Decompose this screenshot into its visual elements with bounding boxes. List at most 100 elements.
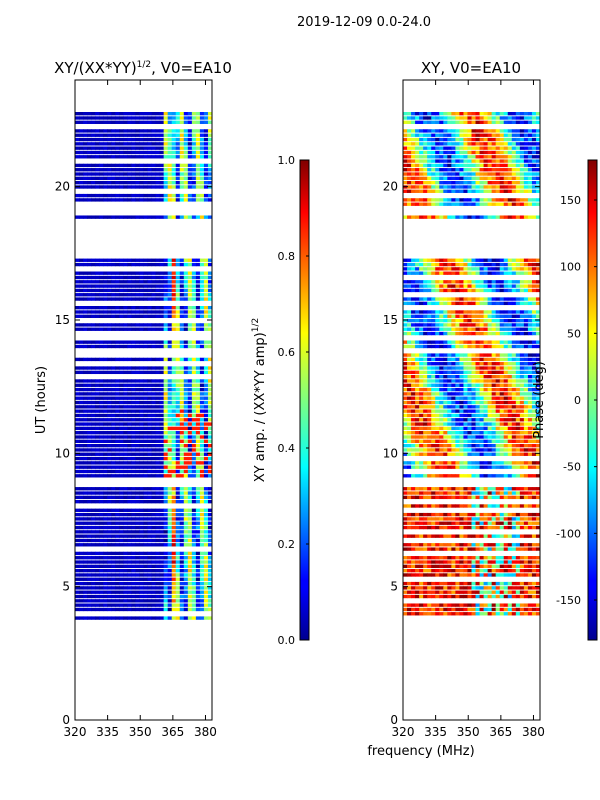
- heatmap-cell: [515, 568, 521, 573]
- heatmap-cell: [207, 439, 212, 443]
- heatmap-cell: [111, 603, 116, 607]
- heatmap-cell: [499, 366, 505, 370]
- heatmap-cell: [143, 323, 149, 327]
- heatmap-cell: [83, 280, 88, 284]
- heatmap-cell: [471, 418, 477, 422]
- heatmap-cell: [455, 431, 460, 435]
- heatmap-cell: [151, 340, 157, 344]
- heatmap-cell: [123, 616, 128, 620]
- heatmap-cell: [195, 469, 201, 474]
- heatmap-cell: [147, 314, 153, 318]
- heatmap-cell: [191, 435, 197, 439]
- heatmap-cell: [83, 310, 88, 314]
- heatmap-cell: [107, 426, 112, 431]
- heatmap-cell: [171, 357, 177, 362]
- heatmap-cell: [91, 538, 96, 543]
- heatmap-cell: [207, 465, 212, 469]
- heatmap-cell: [119, 310, 124, 314]
- heatmap-cell: [447, 331, 452, 336]
- heatmap-cell: [171, 448, 177, 452]
- heatmap-cell: [203, 293, 209, 297]
- heatmap-cell: [447, 474, 452, 478]
- heatmap-cell: [431, 491, 436, 495]
- heatmap-cell: [75, 594, 80, 599]
- heatmap-cell: [107, 176, 112, 181]
- heatmap-cell: [143, 469, 149, 474]
- heatmap-cell: [139, 560, 144, 564]
- heatmap-cell: [135, 116, 140, 120]
- heatmap-cell: [83, 133, 88, 137]
- heatmap-cell: [99, 155, 104, 159]
- heatmap-cell: [151, 525, 157, 530]
- heatmap-cell: [207, 344, 212, 349]
- colorbar-tick-label: 0.8: [278, 250, 296, 263]
- heatmap-cell: [447, 439, 452, 443]
- heatmap-cell: [503, 318, 509, 323]
- heatmap-cell: [179, 607, 185, 612]
- heatmap-cell: [495, 409, 501, 413]
- heatmap-cell: [187, 581, 193, 586]
- heatmap-cell: [75, 538, 80, 543]
- heatmap-cell: [467, 581, 472, 586]
- heatmap-cell: [151, 172, 157, 176]
- heatmap-cell: [203, 405, 209, 409]
- heatmap-cell: [167, 594, 173, 599]
- heatmap-cell: [147, 607, 153, 612]
- heatmap-cell: [523, 586, 529, 590]
- heatmap-cell: [467, 603, 472, 607]
- heatmap-cell: [127, 422, 132, 426]
- heatmap-cell: [451, 426, 456, 431]
- heatmap-cell: [195, 508, 201, 512]
- heatmap-cell: [527, 431, 533, 435]
- heatmap-cell: [191, 448, 197, 452]
- heatmap-cell: [515, 521, 521, 525]
- heatmap-cell: [427, 318, 432, 323]
- heatmap-cell: [511, 465, 517, 469]
- heatmap-cell: [451, 607, 456, 612]
- heatmap-cell: [103, 426, 108, 431]
- heatmap-cell: [127, 120, 132, 124]
- heatmap-cell: [143, 275, 149, 280]
- heatmap-cell: [91, 120, 96, 124]
- heatmap-cell: [147, 387, 153, 392]
- heatmap-cell: [491, 495, 497, 500]
- heatmap-cell: [139, 538, 144, 543]
- heatmap-cell: [515, 525, 521, 530]
- heatmap-cell: [139, 564, 144, 569]
- heatmap-cell: [171, 456, 177, 461]
- heatmap-cell: [491, 543, 497, 547]
- heatmap-cell: [123, 435, 128, 439]
- heatmap-cell: [459, 525, 464, 530]
- heatmap-cell: [91, 568, 96, 573]
- heatmap-cell: [151, 607, 157, 612]
- heatmap-cell: [507, 594, 513, 599]
- heatmap-cell: [159, 172, 165, 176]
- heatmap-cell: [503, 525, 509, 530]
- heatmap-cell: [155, 400, 161, 405]
- heatmap-cell: [407, 590, 412, 594]
- heatmap-cell: [119, 288, 124, 293]
- heatmap-cell: [75, 534, 80, 538]
- heatmap-cell: [91, 163, 96, 168]
- heatmap-cell: [523, 543, 529, 547]
- heatmap-cell: [183, 198, 189, 202]
- heatmap-cell: [535, 340, 540, 344]
- heatmap-cell: [143, 560, 149, 564]
- heatmap-cell: [123, 461, 128, 465]
- heatmap-cell: [207, 306, 212, 310]
- heatmap-cell: [123, 431, 128, 435]
- heatmap-cell: [131, 297, 136, 301]
- heatmap-cell: [527, 396, 533, 400]
- heatmap-cell: [167, 185, 173, 189]
- heatmap-cell: [535, 370, 540, 375]
- heatmap-cell: [415, 362, 420, 366]
- heatmap-cell: [511, 543, 517, 547]
- heatmap-cell: [467, 568, 472, 573]
- heatmap-cell: [483, 422, 489, 426]
- heatmap-cell: [163, 556, 169, 560]
- heatmap-cell: [435, 387, 440, 392]
- heatmap-cell: [531, 379, 537, 383]
- heatmap-cell: [91, 560, 96, 564]
- heatmap-cell: [203, 150, 209, 155]
